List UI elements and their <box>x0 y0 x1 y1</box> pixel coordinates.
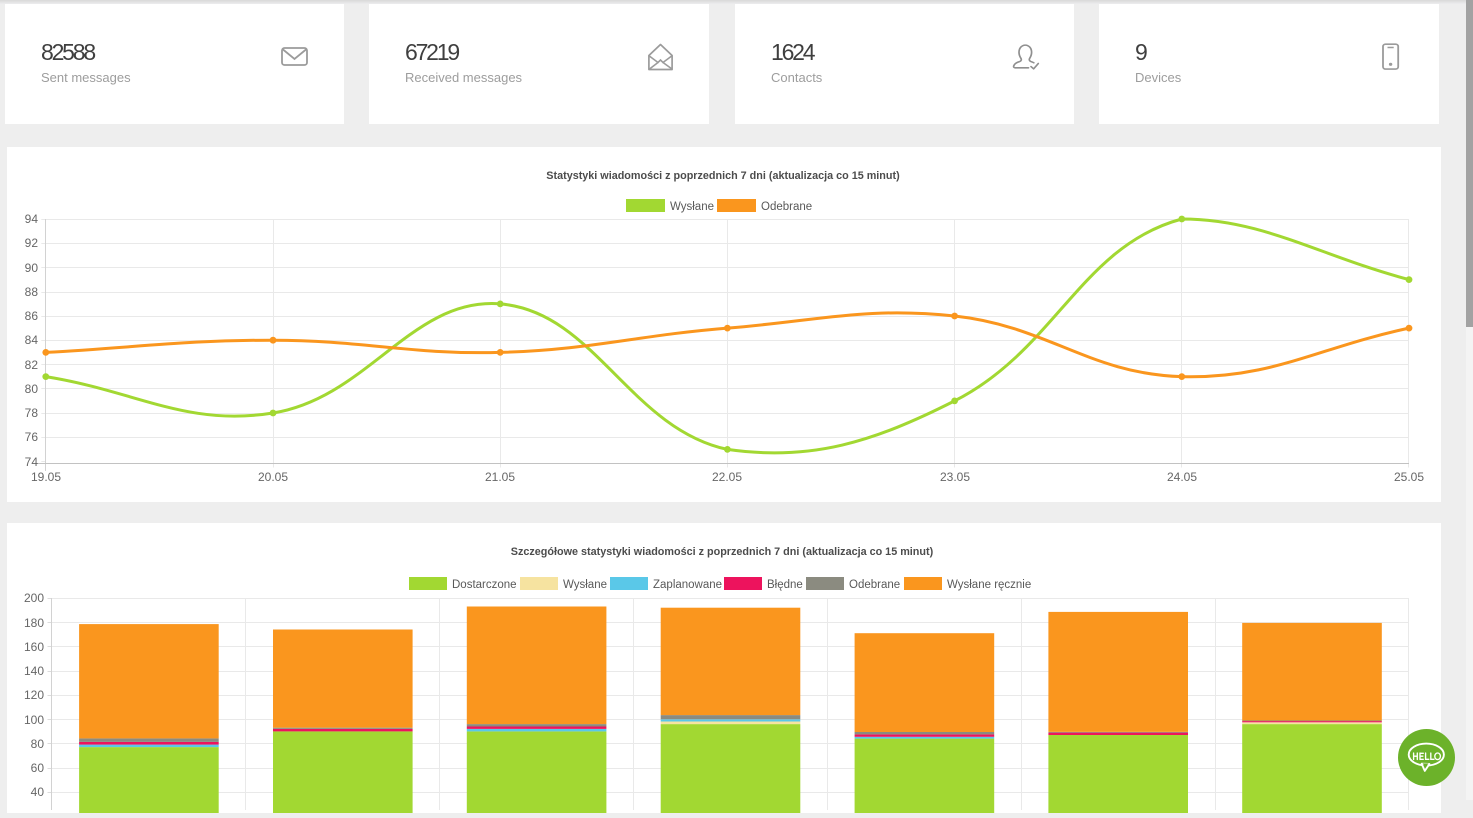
svg-text:Zaplanowane: Zaplanowane <box>653 579 722 591</box>
svg-text:Wysłane: Wysłane <box>563 579 607 591</box>
svg-text:22.05: 22.05 <box>712 470 742 484</box>
svg-text:76: 76 <box>25 430 39 444</box>
svg-text:Błędne: Błędne <box>767 579 803 591</box>
svg-text:180: 180 <box>24 616 44 630</box>
svg-text:40: 40 <box>31 785 45 799</box>
svg-text:82: 82 <box>25 358 39 372</box>
svg-text:160: 160 <box>24 640 44 654</box>
svg-text:84: 84 <box>25 333 39 347</box>
svg-text:90: 90 <box>25 261 39 275</box>
svg-text:140: 140 <box>24 664 44 678</box>
svg-text:100: 100 <box>24 713 44 727</box>
svg-text:94: 94 <box>25 212 39 226</box>
svg-text:88: 88 <box>25 285 39 299</box>
svg-text:21.05: 21.05 <box>485 470 515 484</box>
svg-text:80: 80 <box>31 737 45 751</box>
svg-text:25.05: 25.05 <box>1394 470 1424 484</box>
svg-text:Wysłane: Wysłane <box>670 201 714 213</box>
svg-text:Wysłane ręcznie: Wysłane ręcznie <box>947 579 1031 591</box>
svg-text:80: 80 <box>25 382 39 396</box>
svg-text:20.05: 20.05 <box>258 470 288 484</box>
svg-text:Szczegółowe statystyki wiadomo: Szczegółowe statystyki wiadomości z popr… <box>511 546 934 558</box>
svg-text:78: 78 <box>25 406 39 420</box>
svg-text:24.05: 24.05 <box>1167 470 1197 484</box>
svg-text:74: 74 <box>25 455 39 469</box>
svg-text:92: 92 <box>25 236 39 250</box>
svg-text:19.05: 19.05 <box>31 470 61 484</box>
svg-text:23.05: 23.05 <box>940 470 970 484</box>
svg-text:Statystyki wiadomości z poprze: Statystyki wiadomości z poprzednich 7 dn… <box>546 170 900 182</box>
svg-text:120: 120 <box>24 688 44 702</box>
svg-text:Odebrane: Odebrane <box>761 201 812 213</box>
svg-text:200: 200 <box>24 591 44 605</box>
svg-text:86: 86 <box>25 309 39 323</box>
svg-text:60: 60 <box>31 761 45 775</box>
svg-text:Dostarczone: Dostarczone <box>452 579 517 591</box>
svg-text:Odebrane: Odebrane <box>849 579 900 591</box>
